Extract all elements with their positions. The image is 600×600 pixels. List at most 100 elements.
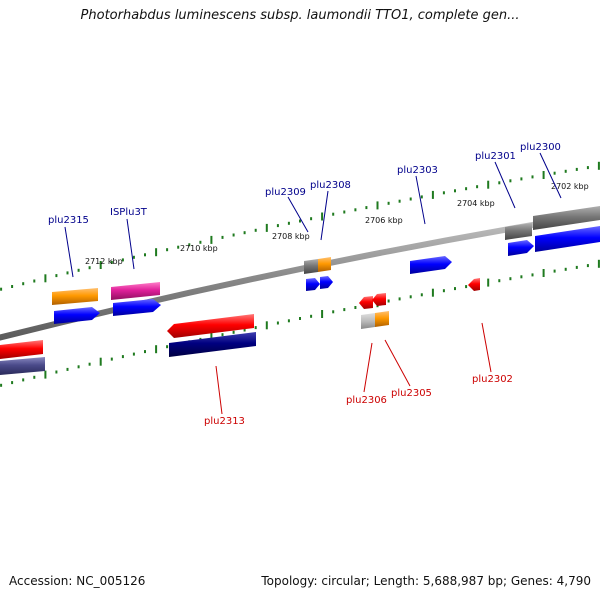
forward-track-minor-tick bbox=[332, 212, 335, 216]
reverse-track-major-tick bbox=[44, 370, 47, 379]
forward-track-minor-tick bbox=[553, 171, 556, 175]
gene-feature-gray[interactable] bbox=[304, 259, 318, 274]
reverse-track-minor-tick bbox=[243, 328, 246, 332]
reverse-track-minor-tick bbox=[0, 383, 3, 387]
callout-plu2308 bbox=[320, 190, 329, 241]
gene-feature-plu2309[interactable] bbox=[306, 278, 320, 291]
forward-track-major-tick bbox=[265, 223, 268, 232]
gene-feature-orange-rev[interactable] bbox=[375, 311, 389, 327]
forward-track-minor-tick bbox=[287, 221, 290, 225]
forward-track-minor-tick bbox=[498, 181, 501, 185]
gene-feature-isplu3t-mobile[interactable] bbox=[111, 282, 160, 300]
gene-label-plu2309[interactable]: plu2309 bbox=[265, 187, 306, 198]
gene-feature-gray-long[interactable] bbox=[533, 206, 600, 230]
forward-track-minor-tick bbox=[177, 245, 180, 249]
gene-label-plu2313[interactable]: plu2313 bbox=[204, 416, 245, 427]
forward-track-minor-tick bbox=[299, 219, 301, 223]
gene-feature-blue[interactable] bbox=[113, 299, 161, 316]
gene-label-plu2301[interactable]: plu2301 bbox=[475, 151, 516, 162]
gene-label-plu2303[interactable]: plu2303 bbox=[397, 165, 438, 176]
gene-feature-plu2300[interactable] bbox=[535, 226, 600, 252]
reverse-track-minor-tick bbox=[166, 345, 169, 349]
reverse-track-minor-tick bbox=[420, 293, 423, 297]
reverse-track-major-tick bbox=[155, 345, 158, 354]
reverse-track-major-tick bbox=[431, 288, 434, 297]
forward-track-minor-tick bbox=[33, 279, 36, 283]
gene-feature-plu2305[interactable] bbox=[372, 293, 386, 306]
forward-track-minor-tick bbox=[276, 224, 279, 228]
scale-label-2702: 2702 kbp bbox=[551, 182, 589, 191]
gene-label-plu2315[interactable]: plu2315 bbox=[48, 215, 89, 226]
forward-track-major-tick bbox=[99, 261, 102, 269]
gene-feature-slate-left[interactable] bbox=[0, 357, 45, 375]
gene-feature-plu2313[interactable] bbox=[167, 314, 254, 338]
gene-feature-plu2302[interactable] bbox=[468, 278, 480, 291]
reverse-track-minor-tick bbox=[77, 365, 80, 369]
reverse-track-major-tick bbox=[99, 357, 102, 366]
reverse-track-minor-tick bbox=[343, 308, 346, 312]
reverse-track-minor-tick bbox=[121, 355, 124, 359]
reverse-track-minor-tick bbox=[387, 299, 390, 303]
forward-track-minor-tick bbox=[132, 255, 135, 259]
forward-track-minor-tick bbox=[564, 169, 567, 173]
forward-track-minor-tick bbox=[110, 260, 113, 264]
forward-track-minor-tick bbox=[221, 235, 224, 239]
gene-label-plu2300[interactable]: plu2300 bbox=[520, 142, 561, 153]
gene-feature-navy[interactable] bbox=[169, 332, 256, 357]
callout-lines bbox=[64, 152, 562, 415]
gene-feature-orange[interactable] bbox=[52, 288, 98, 305]
forward-track-major-tick bbox=[487, 180, 490, 189]
reverse-track-minor-tick bbox=[11, 381, 14, 385]
forward-track-minor-tick bbox=[243, 231, 246, 235]
gene-feature-plu2301[interactable] bbox=[508, 240, 534, 256]
gene-label-plu2302[interactable]: plu2302 bbox=[472, 374, 513, 385]
gene-feature-plu2315[interactable] bbox=[54, 307, 100, 324]
gene-feature-plu2308[interactable] bbox=[320, 276, 333, 289]
reverse-track-major-tick bbox=[487, 278, 490, 287]
forward-track-minor-tick bbox=[199, 240, 202, 244]
forward-track-minor-tick bbox=[88, 266, 91, 270]
reverse-track-minor-tick bbox=[332, 310, 335, 314]
gene-label-plu2305[interactable]: plu2305 bbox=[391, 388, 432, 399]
forward-track-minor-tick bbox=[442, 191, 445, 195]
reverse-track-minor-tick bbox=[409, 295, 412, 299]
forward-track-minor-tick bbox=[22, 282, 25, 286]
reverse-track-minor-tick bbox=[66, 367, 69, 371]
gene-label-plu2308[interactable]: plu2308 bbox=[310, 180, 351, 191]
reverse-track-minor-tick bbox=[88, 362, 91, 366]
callout-plu2303 bbox=[415, 175, 426, 225]
gene-feature-plu2306[interactable] bbox=[359, 296, 373, 309]
gene-feature-plu2303[interactable] bbox=[410, 256, 452, 274]
callout-plu2305 bbox=[384, 339, 411, 387]
callout-plu2300 bbox=[539, 152, 562, 199]
forward-track-minor-tick bbox=[531, 175, 534, 179]
forward-track-major-tick bbox=[597, 161, 600, 170]
gene-label-plu2306[interactable]: plu2306 bbox=[346, 395, 387, 406]
gene-label-isplu3t[interactable]: ISPlu3T bbox=[110, 207, 148, 218]
reverse-track-minor-tick bbox=[33, 375, 36, 379]
reverse-track-minor-tick bbox=[575, 265, 578, 269]
reverse-track-minor-tick bbox=[531, 273, 534, 277]
forward-track-minor-tick bbox=[586, 166, 589, 170]
gene-feature-orange-small[interactable] bbox=[318, 257, 331, 272]
forward-features bbox=[52, 206, 600, 324]
forward-track-minor-tick bbox=[398, 199, 401, 203]
gene-feature-red-left[interactable] bbox=[0, 340, 43, 359]
forward-track-minor-tick bbox=[365, 206, 368, 210]
gene-feature-gray-large[interactable] bbox=[505, 223, 532, 240]
forward-track-minor-tick bbox=[354, 208, 357, 212]
accession-text: Accession: NC_005126 bbox=[9, 574, 146, 588]
reverse-track-minor-tick bbox=[498, 279, 501, 283]
gene-feature-lightgray[interactable] bbox=[361, 313, 375, 329]
scale-label-2706: 2706 kbp bbox=[365, 216, 403, 225]
forward-tick-track bbox=[0, 161, 600, 291]
forward-track-minor-tick bbox=[387, 201, 390, 205]
callout-plu2306 bbox=[363, 342, 373, 393]
forward-track-major-tick bbox=[321, 212, 324, 221]
page-title: Photorhabdus luminescens subsp. laumondi… bbox=[80, 8, 520, 23]
forward-track-minor-tick bbox=[465, 187, 468, 191]
forward-track-major-tick bbox=[431, 190, 434, 199]
reverse-track-minor-tick bbox=[55, 370, 58, 374]
forward-track-major-tick bbox=[376, 201, 379, 210]
